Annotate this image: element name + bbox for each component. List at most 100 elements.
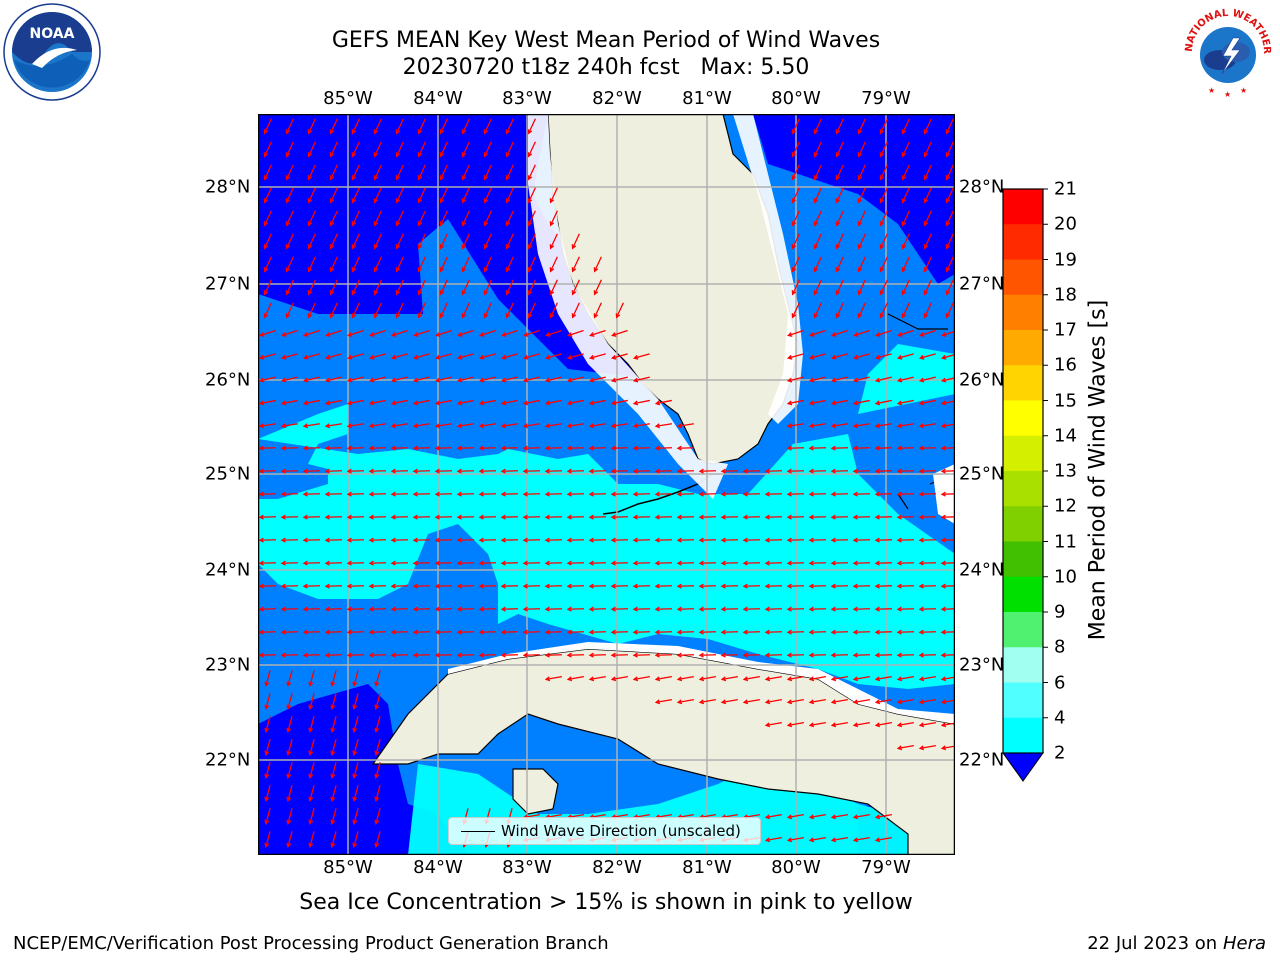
wind-wave-arrow bbox=[478, 376, 496, 383]
wind-wave-arrow bbox=[351, 302, 360, 319]
wind-wave-arrow bbox=[764, 836, 782, 843]
wind-wave-arrow bbox=[264, 739, 271, 757]
cuba-white-north bbox=[448, 642, 955, 724]
wind-wave-arrow bbox=[923, 141, 932, 158]
wind-wave-arrow bbox=[302, 445, 321, 451]
wind-wave-arrow bbox=[522, 468, 541, 474]
wind-wave-arrow bbox=[324, 514, 343, 520]
lon-label-bottom: 82°W bbox=[592, 857, 642, 878]
wind-wave-arrow bbox=[835, 164, 844, 181]
colorbar-band bbox=[1003, 612, 1043, 648]
wind-wave-arrow bbox=[280, 376, 298, 383]
wind-wave-arrow bbox=[478, 491, 497, 497]
wind-wave-arrow bbox=[615, 302, 624, 319]
legend-label: Wind Wave Direction (unscaled) bbox=[501, 822, 741, 840]
wind-wave-arrow bbox=[395, 187, 404, 204]
wind-wave-arrow bbox=[857, 141, 866, 158]
wind-wave-arrow bbox=[461, 256, 470, 273]
wind-wave-arrow bbox=[610, 491, 629, 497]
wind-wave-arrow bbox=[940, 423, 955, 429]
wind-wave-arrow bbox=[412, 652, 431, 658]
lon-label-bottom: 84°W bbox=[413, 857, 463, 878]
wind-wave-arrow bbox=[346, 399, 364, 406]
wind-wave-arrow bbox=[258, 353, 276, 360]
wind-wave-arrow bbox=[390, 445, 409, 451]
wind-wave-arrow bbox=[742, 606, 761, 612]
colorbar-tick-label: 21 bbox=[1054, 178, 1077, 200]
wind-wave-arrow bbox=[478, 537, 497, 543]
wind-wave-arrow bbox=[571, 233, 580, 250]
wind-wave-arrow bbox=[632, 376, 650, 383]
wind-wave-arrow bbox=[434, 537, 453, 543]
wind-wave-arrow bbox=[901, 233, 910, 250]
wind-wave-arrow bbox=[456, 560, 475, 566]
wind-wave-arrow bbox=[368, 537, 387, 543]
wind-wave-arrow bbox=[346, 629, 365, 635]
wind-wave-arrow bbox=[566, 399, 584, 406]
wind-wave-arrow bbox=[395, 164, 404, 181]
wind-wave-arrow bbox=[654, 698, 672, 705]
wind-wave-arrow bbox=[456, 537, 475, 543]
wind-wave-arrow bbox=[896, 560, 915, 566]
wind-wave-arrow bbox=[654, 537, 673, 543]
wind-wave-arrow bbox=[879, 233, 888, 250]
wind-wave-arrow bbox=[500, 629, 519, 635]
wind-wave-arrow bbox=[830, 468, 849, 474]
lat-label-right: 28°N bbox=[959, 176, 1005, 198]
wind-wave-arrow bbox=[698, 560, 717, 566]
wind-wave-arrow bbox=[786, 376, 804, 383]
wind-wave-arrow bbox=[478, 560, 497, 566]
svg-text:★: ★ bbox=[1224, 90, 1231, 99]
wind-wave-arrow bbox=[522, 423, 541, 429]
wind-wave-arrow bbox=[434, 514, 453, 520]
wind-wave-arrow bbox=[791, 302, 800, 319]
wind-wave-arrow bbox=[434, 353, 452, 360]
wind-wave-arrow bbox=[523, 329, 540, 337]
wind-wave-arrow bbox=[940, 514, 955, 520]
wind-wave-arrow bbox=[830, 606, 849, 612]
wind-wave-arrow bbox=[918, 560, 937, 566]
wind-wave-arrow bbox=[505, 164, 514, 181]
wind-wave-arrow bbox=[544, 675, 562, 682]
wind-wave-arrow bbox=[352, 808, 359, 826]
wind-wave-arrow bbox=[830, 629, 849, 635]
wind-wave-arrow bbox=[258, 423, 277, 429]
wind-wave-arrow bbox=[346, 537, 365, 543]
wind-wave-arrow bbox=[346, 491, 365, 497]
colorbar-band bbox=[1003, 189, 1043, 225]
wind-wave-arrow bbox=[330, 739, 337, 757]
colorbar-tick-label: 2 bbox=[1054, 742, 1066, 764]
wind-wave-arrow bbox=[324, 583, 343, 589]
colorbar-tick-label: 17 bbox=[1054, 319, 1077, 341]
wind-wave-arrow bbox=[874, 399, 892, 406]
wind-wave-arrow bbox=[527, 302, 536, 319]
wind-wave-arrow bbox=[923, 256, 932, 273]
colorbar-band bbox=[1003, 541, 1043, 578]
wind-wave-arrow bbox=[566, 468, 585, 474]
wind-wave-arrow bbox=[500, 423, 519, 429]
lat-label-right: 27°N bbox=[959, 273, 1005, 295]
wind-wave-arrow bbox=[874, 353, 892, 360]
lon-label-bottom: 81°W bbox=[682, 857, 732, 878]
wind-wave-arrow bbox=[742, 629, 761, 635]
wind-wave-arrow bbox=[593, 256, 602, 273]
wind-wave-arrow bbox=[918, 583, 937, 589]
wind-wave-arrow bbox=[395, 256, 404, 273]
wind-wave-arrow bbox=[808, 537, 827, 543]
wind-wave-arrow bbox=[940, 560, 955, 566]
wind-wave-arrow bbox=[439, 118, 448, 135]
lon-label-top: 82°W bbox=[592, 88, 642, 109]
wind-wave-arrow bbox=[588, 445, 607, 451]
wind-wave-arrow bbox=[549, 279, 558, 296]
wind-wave-arrow bbox=[830, 399, 848, 406]
wind-wave-arrow bbox=[698, 652, 717, 658]
bahamas-islands bbox=[887, 313, 955, 515]
wind-wave-arrow bbox=[945, 256, 954, 273]
wind-wave-arrow bbox=[439, 302, 448, 319]
deep-blue-northeast bbox=[753, 114, 955, 284]
wind-wave-arrow bbox=[896, 423, 915, 429]
wind-wave-arrow bbox=[330, 762, 337, 780]
wind-wave-arrow bbox=[351, 187, 360, 204]
wind-wave-arrow bbox=[373, 233, 382, 250]
noaa-logo-text: NOAA bbox=[30, 26, 75, 42]
